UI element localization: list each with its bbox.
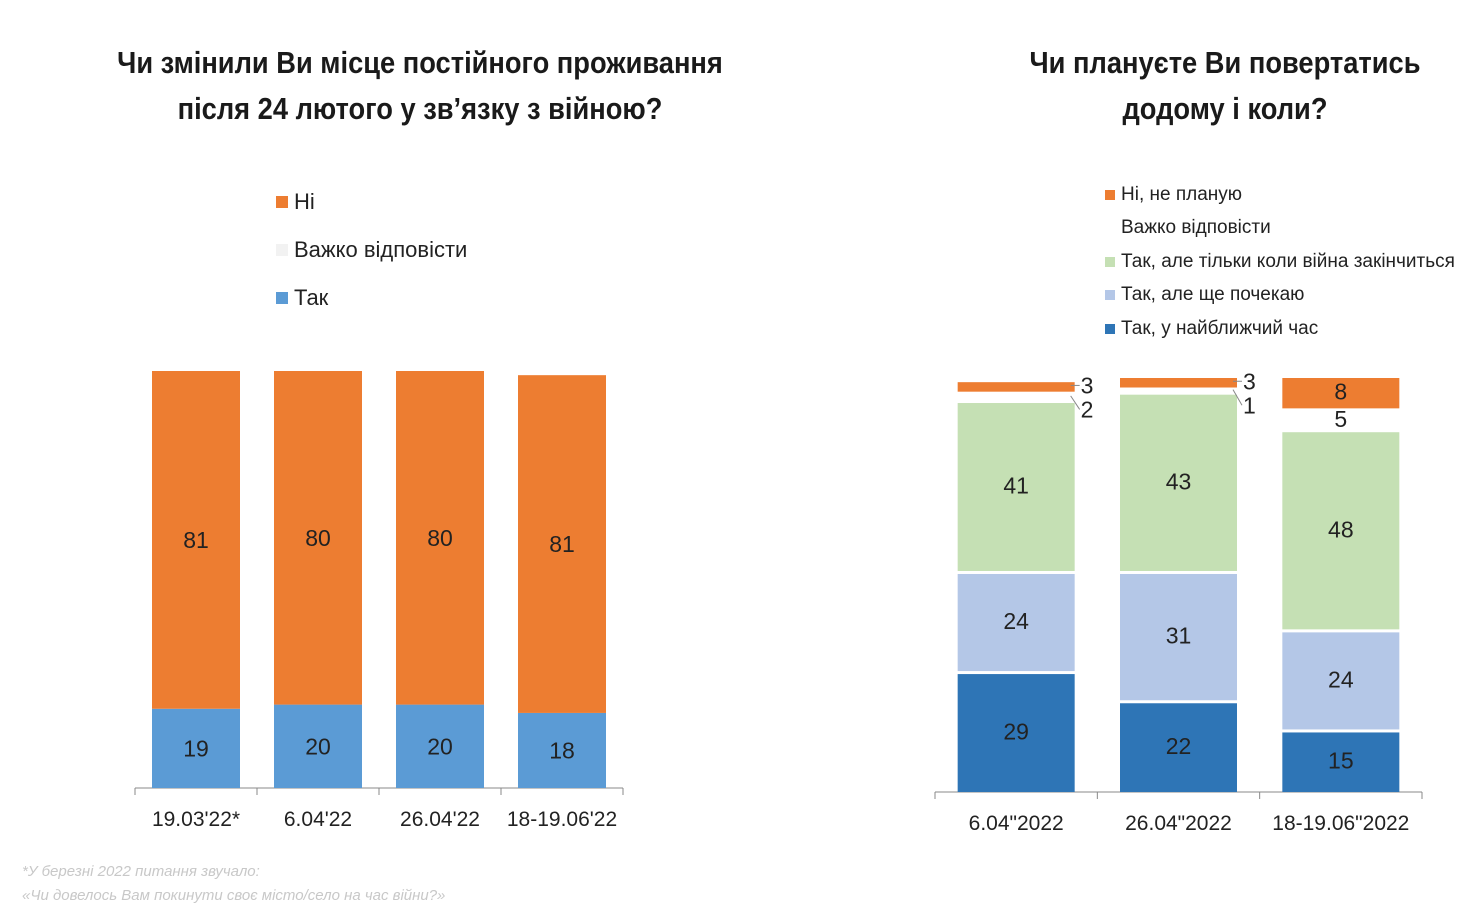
bar-segment bbox=[152, 371, 240, 709]
x-tick-label: 18-19.06'22 bbox=[507, 808, 617, 831]
data-label: 31 bbox=[1166, 623, 1192, 649]
legend-swatch bbox=[1105, 290, 1115, 301]
data-label: 15 bbox=[1328, 748, 1354, 774]
legend-swatch bbox=[1105, 223, 1115, 234]
bar-segment bbox=[1120, 573, 1237, 701]
data-label: 1 bbox=[1243, 392, 1256, 418]
bar-segment bbox=[957, 573, 1075, 672]
data-label: 3 bbox=[1081, 372, 1094, 398]
left-legend: Ні Важко відповісти Так bbox=[276, 178, 467, 322]
legend-label: Так, у найближчий час bbox=[1121, 317, 1319, 339]
data-label: 80 bbox=[305, 525, 331, 551]
data-label: 24 bbox=[1328, 666, 1354, 692]
bar-segment bbox=[1120, 378, 1237, 388]
left-chart-title: Чи змінили Ви місце постійного проживанн… bbox=[86, 40, 755, 132]
legend-swatch bbox=[276, 196, 288, 208]
legend-swatch bbox=[1105, 189, 1115, 200]
bar-segment bbox=[957, 674, 1075, 792]
data-label: 43 bbox=[1166, 468, 1192, 494]
legend-item: Так, але тільки коли війна закінчиться bbox=[1105, 245, 1455, 279]
bar-segment bbox=[1282, 378, 1400, 409]
bar-segment bbox=[274, 704, 362, 788]
data-label: 22 bbox=[1166, 733, 1192, 759]
data-label: 20 bbox=[305, 733, 331, 759]
bar-segment bbox=[957, 394, 1075, 401]
data-label: 81 bbox=[549, 531, 575, 557]
legend-label: Ні, не планую bbox=[1121, 183, 1243, 205]
bar-segment bbox=[518, 375, 606, 713]
x-tick-label: 18-19.06"2022 bbox=[1272, 812, 1409, 835]
legend-label: Так bbox=[294, 285, 329, 310]
right-legend: Ні, не планую Важко відповісти Так, але ті… bbox=[1105, 178, 1455, 346]
title-line: після 24 лютого у зв’язку з війною? bbox=[177, 91, 663, 126]
x-tick-label: 6.04'22 bbox=[284, 808, 352, 831]
data-label: 29 bbox=[1003, 719, 1029, 745]
title-line: додому і коли? bbox=[1122, 91, 1328, 126]
data-label: 81 bbox=[183, 527, 209, 553]
leader-line bbox=[1232, 389, 1243, 406]
bar-segment bbox=[1282, 732, 1400, 792]
bar-segment bbox=[396, 704, 484, 788]
legend-swatch bbox=[1105, 256, 1115, 267]
data-label: 41 bbox=[1003, 473, 1029, 499]
legend-item: Ні bbox=[276, 178, 467, 226]
legend-label: Важко відповісти bbox=[294, 237, 468, 262]
x-tick-label: 19.03'22* bbox=[152, 808, 240, 831]
legend-item: Ні, не планую bbox=[1105, 178, 1455, 212]
data-label: 3 bbox=[1243, 368, 1256, 394]
leader-line bbox=[1070, 395, 1081, 410]
footnote-line: *У березні 2022 питання звучало: bbox=[22, 863, 260, 880]
bar-segment bbox=[957, 382, 1075, 392]
legend-label: Важко відповісти bbox=[1121, 217, 1271, 239]
data-label: 18 bbox=[549, 737, 575, 763]
data-label: 5 bbox=[1334, 406, 1347, 432]
bar-segment bbox=[1120, 394, 1237, 571]
legend-label: Так, але тільки коли війна закінчиться bbox=[1121, 250, 1455, 272]
legend-label: Так, але ще почекаю bbox=[1121, 284, 1305, 306]
bar-segment bbox=[1120, 703, 1237, 792]
legend-item: Важко відповісти bbox=[1105, 212, 1455, 246]
bar-segment bbox=[274, 371, 362, 705]
legend-swatch bbox=[276, 292, 288, 304]
footnote-line: «Чи довелось Вам покинути своє місто/сел… bbox=[22, 887, 446, 904]
bar-segment bbox=[1282, 432, 1400, 630]
data-label: 24 bbox=[1003, 608, 1029, 634]
x-tick-label: 26.04"2022 bbox=[1125, 812, 1232, 835]
legend-item: Так, у найближчий час bbox=[1105, 312, 1455, 346]
x-tick-label: 6.04"2022 bbox=[969, 812, 1064, 835]
legend-item: Так bbox=[276, 274, 467, 322]
legend-swatch bbox=[276, 244, 288, 256]
data-label: 48 bbox=[1328, 516, 1354, 542]
title-line: Чи змінили Ви місце постійного проживанн… bbox=[117, 45, 723, 80]
data-label: 19 bbox=[183, 735, 209, 761]
x-tick-label: 26.04'22 bbox=[400, 808, 480, 831]
legend-item: Важко відповісти bbox=[276, 226, 467, 274]
data-label: 8 bbox=[1334, 379, 1347, 405]
bar-segment bbox=[152, 708, 240, 788]
bar-segment bbox=[1282, 632, 1400, 730]
bar-segment bbox=[396, 371, 484, 705]
legend-label: Ні bbox=[294, 189, 315, 214]
legend-item: Так, але ще почекаю bbox=[1105, 279, 1455, 313]
footnote: *У березні 2022 питання звучало: «Чи дов… bbox=[22, 860, 445, 906]
bar-segment bbox=[957, 403, 1075, 571]
data-label: 20 bbox=[427, 733, 453, 759]
title-line: Чи плануєте Ви повертатись bbox=[1029, 45, 1421, 80]
data-label: 80 bbox=[427, 525, 453, 551]
right-chart-title: Чи плануєте Ви повертатись додому і коли… bbox=[992, 40, 1458, 132]
bar-segment bbox=[1282, 411, 1400, 430]
legend-swatch bbox=[1105, 323, 1115, 334]
bar-segment bbox=[1120, 390, 1237, 392]
bar-segment bbox=[518, 712, 606, 788]
data-label: 2 bbox=[1081, 396, 1094, 422]
